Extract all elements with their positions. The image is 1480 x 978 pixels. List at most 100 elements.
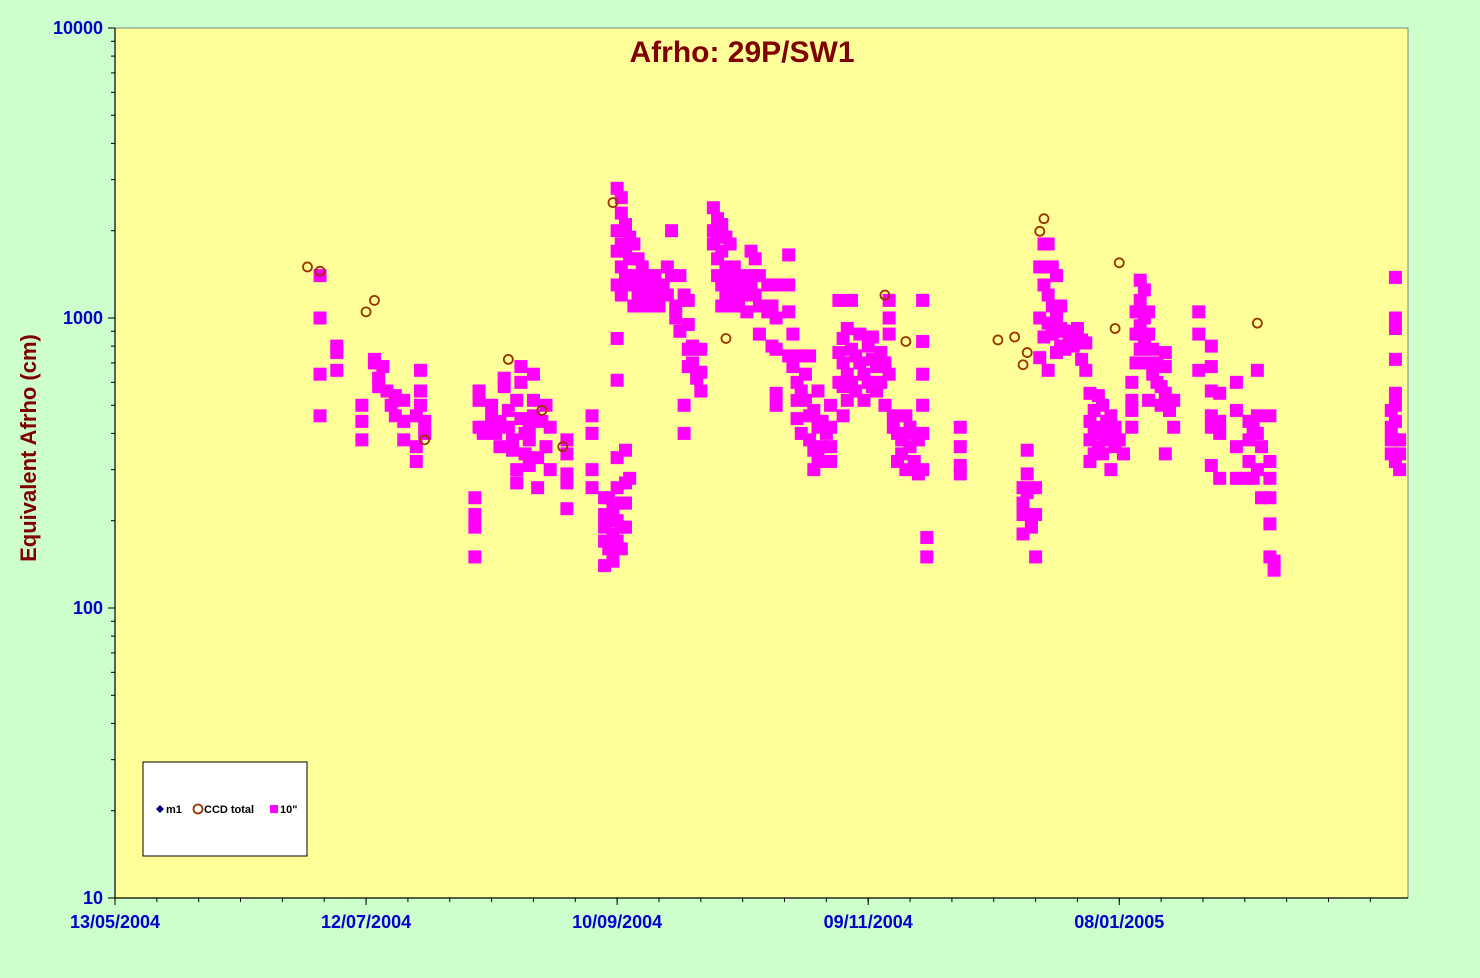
data-point [824, 455, 838, 469]
data-point [836, 356, 850, 370]
data-point [748, 252, 762, 266]
data-point [1192, 327, 1206, 341]
data-point [610, 373, 624, 387]
data-point [1213, 414, 1227, 428]
data-point [882, 367, 896, 381]
data-point [355, 414, 369, 428]
data-point [1250, 463, 1264, 477]
data-point [807, 463, 821, 477]
data-point [723, 237, 737, 251]
data-point [1263, 471, 1277, 485]
data-point [585, 463, 599, 477]
data-point [1116, 447, 1130, 461]
data-point [1213, 386, 1227, 400]
data-point [623, 471, 637, 485]
data-point [920, 550, 934, 564]
data-point [468, 491, 482, 505]
data-point [1020, 467, 1034, 481]
data-point [468, 520, 482, 534]
data-point [510, 393, 524, 407]
data-point [639, 299, 653, 313]
x-tick-label: 10/09/2004 [572, 912, 662, 932]
data-point [1192, 363, 1206, 377]
data-point [1158, 447, 1172, 461]
legend-label: 10" [280, 804, 297, 816]
data-point [355, 398, 369, 412]
data-point [782, 278, 796, 292]
data-point [413, 398, 427, 412]
data-point [1229, 403, 1243, 417]
data-point [878, 356, 892, 370]
data-point [1158, 346, 1172, 360]
data-point [610, 331, 624, 345]
data-point [560, 476, 574, 490]
data-point [526, 367, 540, 381]
data-point [1142, 327, 1156, 341]
data-point [874, 346, 888, 360]
data-point [531, 451, 545, 465]
data-point [610, 451, 624, 465]
data-point [1388, 414, 1402, 428]
data-point [1109, 323, 1121, 334]
data-point [543, 463, 557, 477]
x-tick-label: 08/01/2005 [1074, 912, 1164, 932]
data-point [397, 393, 411, 407]
legend-label: m1 [166, 804, 182, 816]
data-point [1079, 336, 1093, 350]
data-point [782, 305, 796, 319]
data-point [727, 288, 741, 302]
data-point [614, 542, 628, 556]
data-point [882, 327, 896, 341]
data-point [560, 502, 574, 516]
data-point [1041, 237, 1055, 251]
data-point [619, 218, 633, 232]
data-point [769, 342, 783, 356]
legend-box [142, 761, 308, 857]
data-point [1125, 393, 1139, 407]
data-point [857, 393, 871, 407]
data-point [1388, 311, 1402, 325]
data-point [798, 367, 812, 381]
data-point [510, 476, 524, 490]
data-point [992, 334, 1004, 346]
data-point [1263, 409, 1277, 423]
data-point [1125, 375, 1139, 389]
data-point [314, 265, 326, 277]
data-point [916, 463, 930, 477]
data-point [627, 299, 641, 313]
y-tick-label: 1000 [63, 308, 103, 328]
data-point [853, 327, 867, 341]
data-point [501, 403, 515, 417]
data-point [355, 433, 369, 447]
data-point [1229, 375, 1243, 389]
data-point [879, 289, 891, 301]
data-point [539, 398, 553, 412]
axis-ticks [108, 27, 1371, 905]
data-point [665, 224, 679, 238]
data-point [673, 269, 687, 283]
data-point [1009, 331, 1021, 343]
data-point [769, 386, 783, 400]
data-point [539, 440, 553, 454]
data-point [769, 278, 783, 292]
data-point [832, 293, 846, 307]
data-point [953, 420, 967, 434]
legend-label: CCD total [204, 804, 254, 816]
data-point [677, 426, 691, 440]
x-tick-label: 13/05/2004 [70, 912, 160, 932]
data-point [803, 349, 817, 363]
data-point [585, 409, 599, 423]
data-point [748, 288, 762, 302]
data-point [1029, 481, 1043, 495]
data-point [1167, 420, 1181, 434]
legend-marker [270, 805, 278, 813]
data-point [631, 288, 645, 302]
data-point [1388, 398, 1402, 412]
data-point [836, 331, 850, 345]
data-point [1263, 491, 1277, 505]
data-point [557, 441, 569, 453]
data-point [1125, 420, 1139, 434]
data-point [1104, 409, 1118, 423]
